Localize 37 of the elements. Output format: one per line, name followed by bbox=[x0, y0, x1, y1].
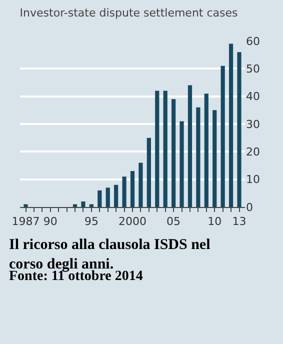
bar bbox=[237, 52, 242, 207]
bar bbox=[188, 85, 192, 207]
y-tick-label: 50 bbox=[246, 62, 260, 76]
y-tick-label: 60 bbox=[246, 34, 260, 48]
x-tick-label: 2000 bbox=[118, 215, 146, 228]
y-tick-label: 20 bbox=[246, 146, 260, 159]
bar bbox=[24, 204, 28, 207]
bar bbox=[106, 188, 110, 207]
x-tick-label: 90 bbox=[43, 215, 58, 228]
x-tick-label: 10 bbox=[208, 215, 222, 228]
x-tick-label: 1987 bbox=[12, 215, 40, 228]
bar bbox=[180, 121, 184, 207]
bar bbox=[204, 94, 208, 207]
bar bbox=[122, 176, 126, 207]
bar bbox=[172, 99, 176, 207]
y-tick-label: 0 bbox=[246, 200, 253, 214]
bar bbox=[89, 204, 94, 207]
bar bbox=[138, 162, 143, 207]
y-tick-label: 10 bbox=[246, 173, 260, 186]
y-tick-label: 40 bbox=[246, 90, 260, 104]
bar bbox=[98, 190, 102, 207]
x-tick-label: 95 bbox=[84, 215, 98, 228]
bar bbox=[212, 110, 217, 207]
y-tick-label: 30 bbox=[246, 118, 260, 131]
bar bbox=[196, 107, 200, 207]
bar bbox=[155, 90, 160, 207]
bar bbox=[114, 184, 118, 207]
x-tick-label: 13 bbox=[232, 215, 246, 228]
chart-title: Investor-state dispute settlement cases bbox=[20, 6, 238, 20]
bar bbox=[146, 138, 151, 207]
bar bbox=[228, 44, 234, 207]
x-tick-label: 05 bbox=[166, 215, 181, 228]
bar bbox=[220, 66, 225, 207]
bar bbox=[163, 90, 168, 207]
bar bbox=[130, 171, 135, 207]
bar bbox=[81, 201, 86, 207]
bar bbox=[72, 204, 78, 207]
